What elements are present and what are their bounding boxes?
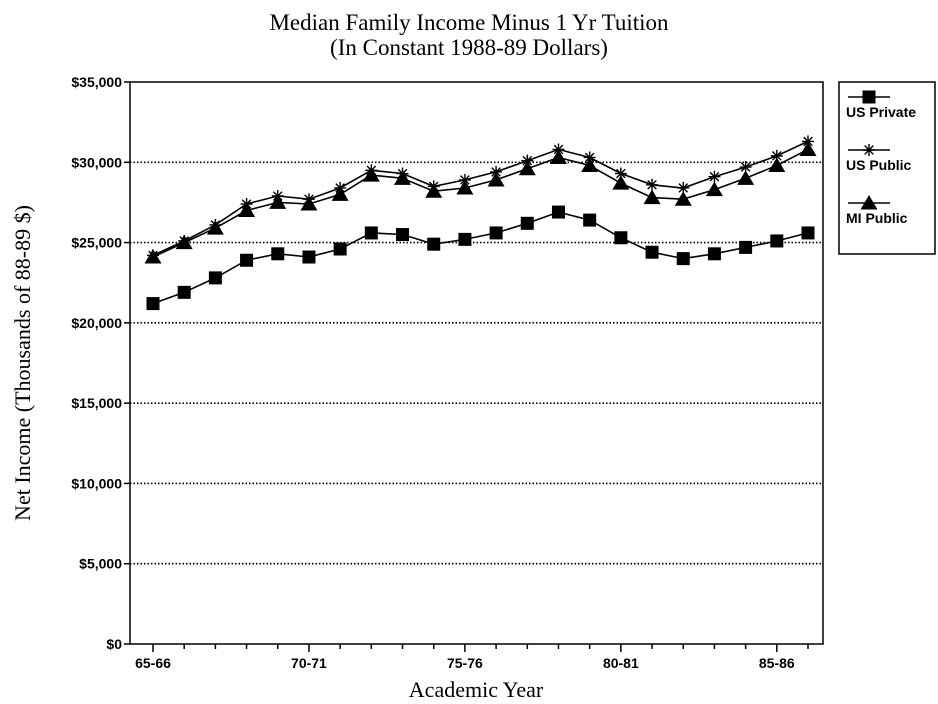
data-point-mi-public [643,189,661,205]
legend-label-us-public: US Public [846,157,912,173]
data-point-us-private [177,285,191,299]
y-tick-label: $10,000 [71,475,122,491]
data-point-us-private [583,213,597,227]
legend-marker-us-public [863,144,875,156]
series-line-us-private [152,211,809,305]
legend-marker-us-private [862,90,876,104]
data-point-us-private [801,226,815,240]
data-point-us-private [707,247,721,261]
data-point-mi-public [799,141,817,156]
x-tick-label: 80-81 [603,655,639,671]
data-point-mi-public [549,149,567,164]
data-point-us-private [333,242,347,256]
legend-label-us-private: US Private [846,104,916,120]
data-point-mi-public [674,191,692,206]
data-point-mi-public [425,183,443,198]
series-group [144,135,817,311]
x-axis: 65-66 70-71 75-76 80-81 85-86 [135,644,809,671]
y-tick-label: $35,000 [71,74,122,90]
x-tick-label: 70-71 [291,655,327,671]
data-point-mi-public [612,175,630,190]
x-axis-title: Academic Year [409,677,544,702]
data-point-us-private [458,232,472,246]
data-point-us-public [677,181,690,194]
data-point-us-private [676,252,690,266]
legend-box [838,81,936,255]
legend-marker-mi-public [860,195,878,210]
data-point-us-private [520,216,534,230]
data-point-mi-public [487,171,505,187]
x-tick-label: 85-86 [759,655,795,671]
data-point-mi-public [238,202,256,217]
data-point-mi-public [737,170,755,185]
data-point-us-private [489,226,503,240]
data-point-us-public [708,170,721,183]
legend: US Private US Public MI Public [838,81,936,255]
data-point-mi-public [331,186,349,201]
data-point-us-public [770,149,783,162]
data-point-us-public [490,165,503,178]
data-point-us-private [146,297,160,311]
data-point-mi-public [269,194,287,209]
data-point-mi-public [300,196,318,211]
data-point-mi-public [394,170,412,185]
data-point-us-private [645,245,659,259]
data-point-us-private [302,250,316,264]
data-point-us-public [521,154,534,167]
grid [130,161,823,565]
legend-label-mi-public: MI Public [846,210,908,226]
chart-subtitle: (In Constant 1988-89 Dollars) [330,35,608,60]
data-point-us-private [427,237,441,251]
data-point-us-public [739,161,752,174]
data-point-us-private [364,226,378,240]
data-point-us-public [614,167,627,180]
data-point-us-private [770,234,784,248]
data-point-us-private [208,271,222,285]
y-tick-label: $15,000 [71,395,122,411]
y-axis-title: Net Income (Thousands of 88-89 $) [10,205,35,521]
data-point-us-public [802,135,814,148]
x-tick-label: 75-76 [447,655,483,671]
y-tick-label: $0 [106,636,122,652]
data-point-us-private [271,247,285,261]
data-point-us-private [739,240,753,254]
chart-title: Median Family Income Minus 1 Yr Tuition [269,10,669,35]
x-tick-label: 65-66 [135,655,171,671]
data-point-us-private [551,205,565,219]
data-point-us-private [396,228,410,242]
data-point-mi-public [362,167,380,182]
data-point-mi-public [456,179,474,195]
data-point-us-public [583,151,596,164]
data-point-mi-public [768,157,786,172]
y-tick-label: $5,000 [79,556,122,572]
series-line-mi-public [152,148,809,258]
plot-frame [129,81,824,645]
data-point-us-public [552,143,565,156]
data-point-mi-public [518,160,536,176]
y-tick-label: $30,000 [71,154,122,170]
data-point-us-private [240,253,254,267]
data-point-us-public [646,178,659,191]
y-tick-label: $25,000 [71,235,122,251]
data-point-mi-public [705,181,723,197]
data-point-mi-public [175,234,193,250]
data-point-mi-public [144,249,162,264]
data-point-us-private [614,231,628,245]
series-line-us-public [152,140,809,257]
y-tick-label: $20,000 [71,315,122,331]
y-axis: $0 $5,000 $10,000 $15,000 $20,000 $25,000 $30,… [71,74,130,652]
data-point-mi-public [206,220,224,235]
data-point-mi-public [581,157,599,172]
data-point-us-public [458,173,471,186]
